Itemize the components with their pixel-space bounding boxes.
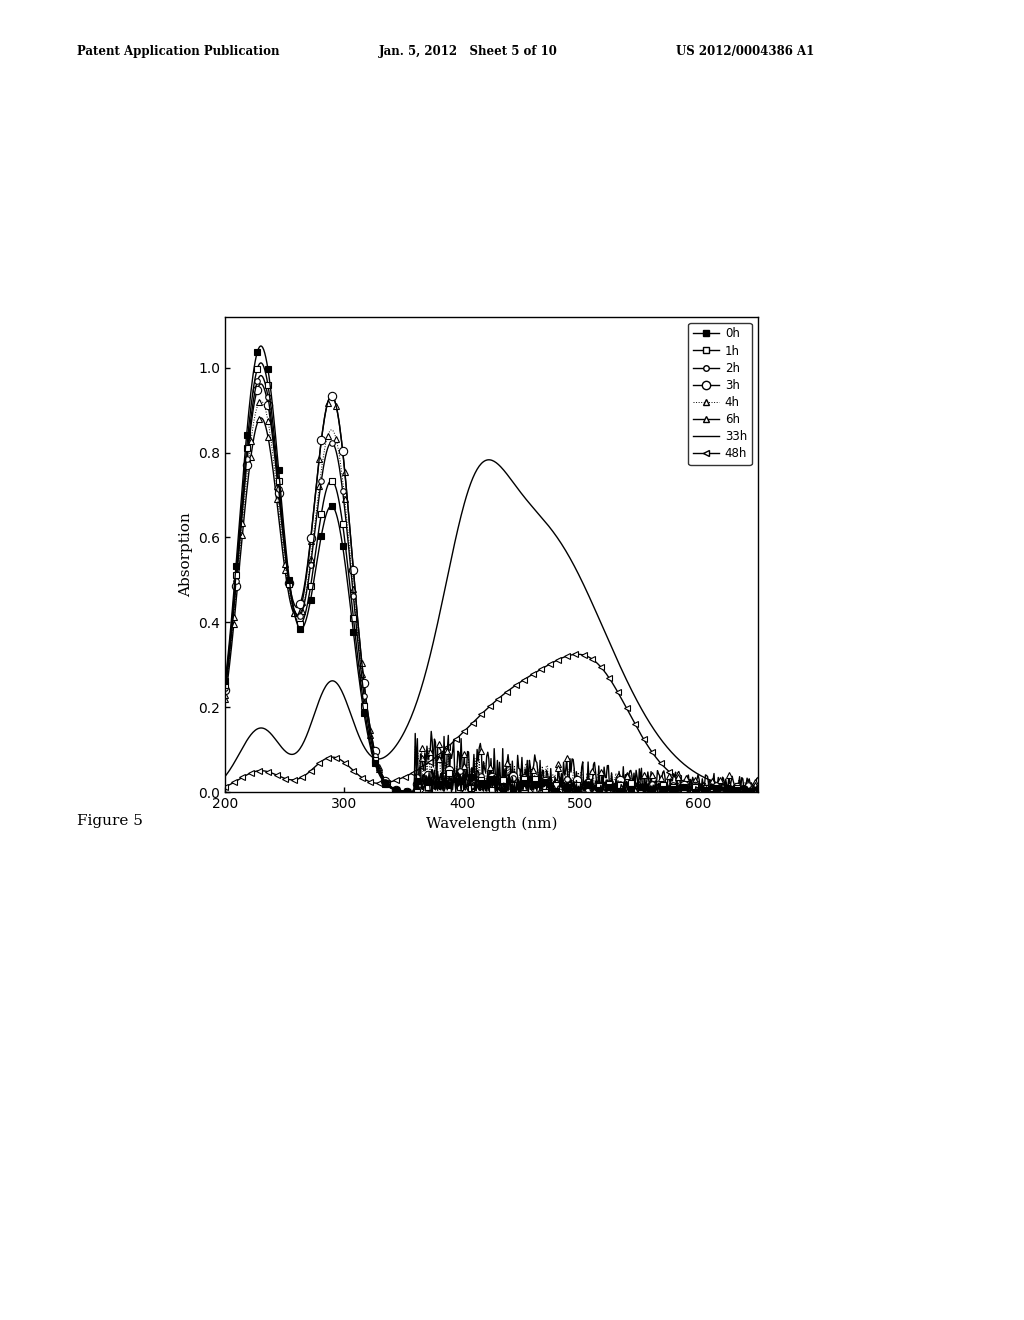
Text: Figure 5: Figure 5 (77, 814, 142, 828)
Text: Jan. 5, 2012   Sheet 5 of 10: Jan. 5, 2012 Sheet 5 of 10 (379, 45, 558, 58)
Text: US 2012/0004386 A1: US 2012/0004386 A1 (676, 45, 814, 58)
X-axis label: Wavelength (nm): Wavelength (nm) (426, 816, 557, 830)
Y-axis label: Absorption: Absorption (179, 512, 193, 597)
Text: Patent Application Publication: Patent Application Publication (77, 45, 280, 58)
Legend: 0h, 1h, 2h, 3h, 4h, 6h, 33h, 48h: 0h, 1h, 2h, 3h, 4h, 6h, 33h, 48h (688, 322, 752, 465)
